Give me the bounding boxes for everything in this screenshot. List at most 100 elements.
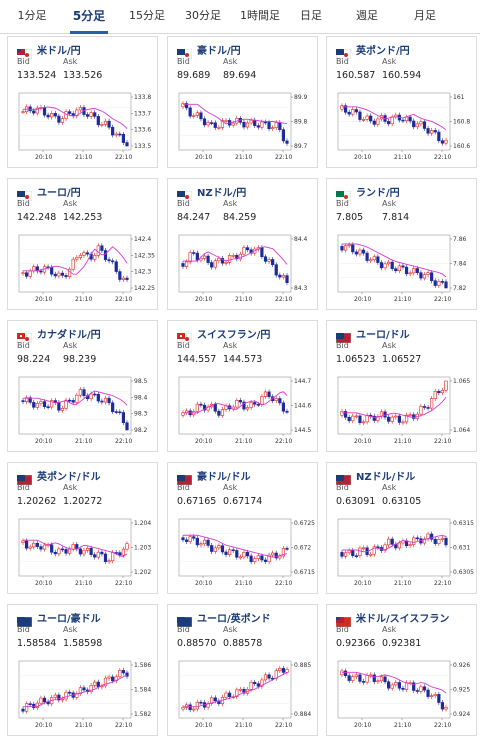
candle-body <box>278 668 282 671</box>
candle-body <box>125 277 129 280</box>
x-tick-label: 20:10 <box>35 722 52 729</box>
rate-card[interactable]: ユーロ/円 Bid Ask 142.248 142.253 142.4 142.35 142.… <box>7 178 158 310</box>
y-tick-label: 89.8 <box>294 119 308 126</box>
pair-title[interactable]: NZドル/ドル <box>356 472 416 483</box>
candle-body <box>347 550 351 554</box>
x-tick-label: 21:10 <box>235 438 252 445</box>
tab-3[interactable]: 15分足 <box>129 9 165 22</box>
pair-title[interactable]: ユーロ/円 <box>37 188 81 199</box>
pair-title[interactable]: 米ドル/スイスフラン <box>356 614 450 625</box>
pair-title[interactable]: 豪ドル/円 <box>197 46 241 57</box>
rate-card[interactable]: ユーロ/豪ドル Bid Ask 1.58584 1.58598 1.586 1.584 1.5… <box>7 604 158 736</box>
x-tick-label: 21:10 <box>394 296 411 303</box>
candle-body <box>96 245 100 256</box>
candle-body <box>125 543 129 550</box>
y-tick-label: 0.6315 <box>453 520 474 527</box>
rate-card[interactable]: ユーロ/英ポンド Bid Ask 0.88570 0.88578 0.885 0.884 20… <box>167 604 318 736</box>
rate-card[interactable]: 米ドル/スイスフラン Bid Ask 0.92366 0.92381 0.926 0.925… <box>326 604 477 736</box>
rate-card[interactable]: 英ポンド/ドル Bid Ask 1.20262 1.20272 1.204 1.203 1.2… <box>7 462 158 594</box>
candle-body <box>354 109 358 113</box>
rate-card[interactable]: NZドル/ドル Bid Ask 0.63091 0.63105 0.6315 0.631 0.… <box>326 462 477 594</box>
price-chart[interactable]: 98.5 98.4 98.3 98.2 20:10 21:10 22:10 <box>16 374 156 448</box>
price-chart[interactable]: 84.4 84.3 20:10 21:10 22:10 <box>176 232 316 306</box>
candle-body <box>181 707 185 710</box>
candle-body <box>419 121 423 125</box>
price-chart[interactable]: 1.065 1.064 20:10 21:10 22:10 <box>335 374 475 448</box>
candle-body <box>89 393 93 400</box>
candle-body <box>188 536 192 542</box>
candle-body <box>376 416 380 421</box>
price-chart[interactable]: 7.86 7.84 7.82 20:10 21:10 22:10 <box>335 232 475 306</box>
pair-title[interactable]: ランド/円 <box>356 188 400 199</box>
candle-body <box>82 549 86 555</box>
tab-2[interactable]: 5分足 <box>62 0 116 34</box>
candle-body <box>285 275 289 283</box>
rate-card[interactable]: 豪ドル/円 Bid Ask 89.689 89.694 89.9 89.8 89.7 20:10… <box>167 36 318 168</box>
pair-title[interactable]: 英ポンド/ドル <box>37 472 101 483</box>
x-tick-label: 21:10 <box>235 296 252 303</box>
candle-body <box>245 122 250 128</box>
pair-title[interactable]: ユーロ/英ポンド <box>197 614 271 625</box>
candle-body <box>53 113 57 117</box>
candle-body <box>217 410 221 416</box>
price-chart[interactable]: 133.8 133.7 133.6 133.5 20:10 21:10 22:10 <box>16 90 156 164</box>
candle-body <box>440 537 445 540</box>
pair-title[interactable]: ユーロ/ドル <box>356 330 410 341</box>
pair-title[interactable]: NZドル/円 <box>197 188 247 199</box>
candle-body <box>369 553 373 556</box>
pair-title[interactable]: 英ポンド/円 <box>356 46 410 57</box>
candle-body <box>351 676 355 681</box>
rate-card[interactable]: カナダドル/円 Bid Ask 98.224 98.239 98.5 98.4 98.3 98.… <box>7 320 158 452</box>
eu-us-flag-icon <box>335 328 352 344</box>
bid-label: Bid <box>17 483 30 492</box>
candle-body <box>195 252 199 261</box>
price-chart[interactable]: 144.7 144.6 144.5 20:10 21:10 22:10 <box>176 374 316 448</box>
tab-8[interactable]: 月足 <box>414 9 436 22</box>
pair-title[interactable]: スイスフラン/円 <box>197 330 271 341</box>
tab-7[interactable]: 週足 <box>356 9 378 22</box>
rate-card[interactable]: ユーロ/ドル Bid Ask 1.06523 1.06527 1.065 1.064 20:1… <box>326 320 477 452</box>
candle-body <box>361 249 366 254</box>
candle-body <box>28 546 32 549</box>
candle-body <box>42 401 47 407</box>
y-tick-label: 133.8 <box>134 94 151 101</box>
rate-card[interactable]: ランド/円 Bid Ask 7.805 7.814 7.86 7.84 7.82 20:10 21… <box>326 178 477 310</box>
pair-title[interactable]: 米ドル/円 <box>37 46 81 57</box>
candle-body <box>383 676 387 683</box>
candle-body <box>412 414 416 419</box>
y-tick-label: 1.584 <box>134 687 151 694</box>
rate-card[interactable]: 英ポンド/円 Bid Ask 160.587 160.594 161 160.8 160.6 2… <box>326 36 477 168</box>
price-chart[interactable]: 1.204 1.203 1.202 20:10 21:10 22:10 <box>16 516 156 590</box>
pair-title[interactable]: ユーロ/豪ドル <box>37 614 101 625</box>
price-chart[interactable]: 0.6315 0.631 0.6305 20:10 21:10 22:10 <box>335 516 475 590</box>
candle-body <box>107 560 111 563</box>
price-chart[interactable]: 1.586 1.584 1.582 20:10 21:10 22:10 <box>16 658 156 732</box>
rate-card[interactable]: スイスフラン/円 Bid Ask 144.557 144.573 144.7 144.6 14… <box>167 320 318 452</box>
candle-body <box>32 402 36 408</box>
tab-6[interactable]: 日足 <box>300 9 322 22</box>
ch-jp-flag-icon <box>176 328 193 344</box>
price-chart[interactable]: 161 160.8 160.6 20:10 21:10 22:10 <box>335 90 475 164</box>
pair-title[interactable]: カナダドル/円 <box>37 330 101 341</box>
price-chart[interactable]: 0.6725 0.672 0.6715 20:10 21:10 22:10 <box>176 516 316 590</box>
tab-5[interactable]: 1時間足 <box>240 9 280 22</box>
tab-4[interactable]: 30分足 <box>185 9 221 22</box>
candle-body <box>274 264 278 276</box>
candle-body <box>433 280 437 286</box>
price-chart[interactable]: 0.885 0.884 20:10 21:10 22:10 <box>176 658 316 732</box>
price-chart[interactable]: 0.926 0.925 0.924 20:10 21:10 22:10 <box>335 658 475 732</box>
pair-title[interactable]: 豪ドル/ドル <box>197 472 251 483</box>
candle-body <box>376 256 380 263</box>
tab-1[interactable]: 1分足 <box>17 9 47 22</box>
candle-body <box>249 555 253 563</box>
candle-body <box>111 676 115 682</box>
rate-card[interactable]: NZドル/円 Bid Ask 84.247 84.259 84.4 84.3 20:10 21:… <box>167 178 318 310</box>
rate-card[interactable]: 米ドル/円 Bid Ask 133.524 133.526 133.8 133.7 133.6… <box>7 36 158 168</box>
price-chart[interactable]: 89.9 89.8 89.7 20:10 21:10 22:10 <box>176 90 316 164</box>
rate-card[interactable]: 豪ドル/ドル Bid Ask 0.67165 0.67174 0.6725 0.672 0.6… <box>167 462 318 594</box>
price-chart[interactable]: 142.4 142.35 142.3 142.25 20:10 21:10 22:10 <box>16 232 156 306</box>
candle-body <box>82 687 86 691</box>
candle-body <box>444 380 448 391</box>
candle-body <box>351 244 355 253</box>
candle-body <box>93 554 97 558</box>
